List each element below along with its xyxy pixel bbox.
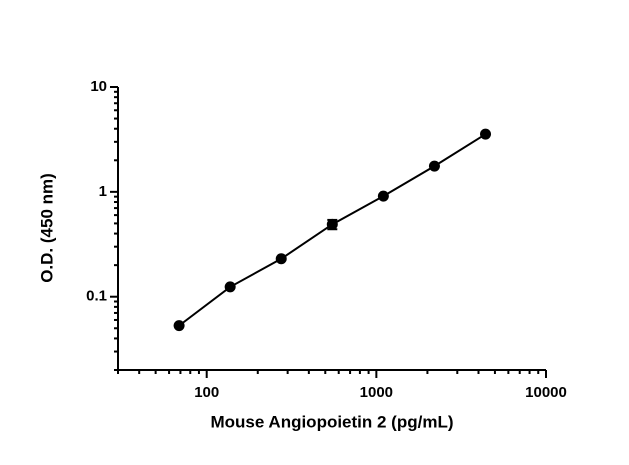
point [480, 128, 492, 140]
x-tick-label: 10000 [525, 384, 567, 401]
x-tick-label: 1000 [360, 384, 393, 401]
point [377, 190, 389, 202]
y-tick-label: 10 [90, 78, 107, 95]
point [275, 253, 287, 265]
y-axis-label: O.D. (450 nm) [37, 173, 56, 283]
point [224, 281, 236, 293]
x-axis-label: Mouse Angiopoietin 2 (pg/mL) [210, 412, 453, 431]
point [173, 320, 185, 332]
y-tick-label: 0.1 [86, 288, 107, 305]
y-tick-label: 1 [99, 183, 107, 200]
point [326, 218, 338, 230]
point [428, 160, 440, 172]
x-tick-label: 100 [194, 384, 219, 401]
